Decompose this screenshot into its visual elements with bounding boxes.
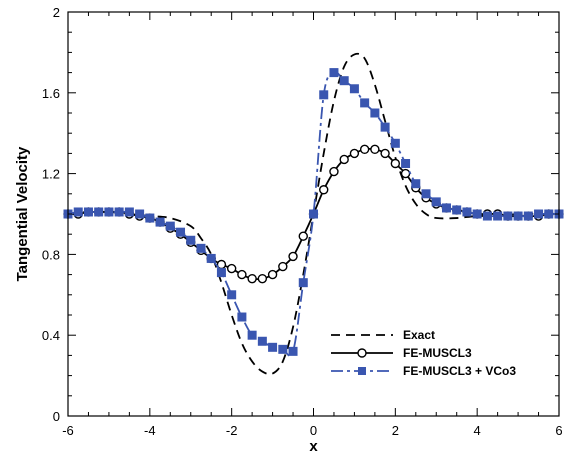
y-tick-label: 0.4 — [42, 328, 60, 343]
data-point-square — [165, 221, 175, 231]
data-point-square — [441, 203, 451, 213]
legend-marker — [357, 348, 367, 358]
data-point-circle — [298, 231, 308, 241]
series-2 — [63, 68, 564, 357]
data-point-circle — [226, 263, 237, 274]
x-tick-label: 6 — [555, 423, 562, 438]
data-point-circle — [257, 273, 268, 284]
data-point-square — [401, 159, 411, 168]
legend-item: FE-MUSCL3 — [331, 346, 472, 360]
data-point-square — [349, 84, 359, 94]
data-point-square — [247, 330, 257, 340]
data-point-square — [206, 253, 216, 263]
data-point-square — [257, 336, 267, 346]
y-tick-label: 0 — [53, 409, 60, 424]
data-point-square — [544, 209, 554, 219]
data-point-square — [196, 243, 206, 253]
data-point-circle — [339, 154, 349, 165]
data-point-square — [411, 179, 421, 189]
y-tick-label: 2 — [53, 5, 60, 20]
axes-layer: -6 -4 -2 0 2 4 6 0 0.4 0.8 1.2 1.6 2 — [42, 5, 563, 438]
data-point-circle — [288, 251, 298, 262]
data-point-square — [73, 207, 83, 217]
data-point-square — [360, 98, 370, 108]
legend-label: FE-MUSCL3 + VCo3 — [403, 364, 516, 378]
x-tick-label: -4 — [144, 423, 156, 438]
legend-label: FE-MUSCL3 — [403, 346, 472, 360]
data-point-square — [390, 138, 400, 148]
x-tick-label: 2 — [392, 423, 399, 438]
data-point-circle — [319, 185, 329, 195]
data-point-circle — [349, 148, 360, 159]
data-point-square — [534, 209, 544, 219]
legend-item: Exact — [331, 328, 435, 342]
data-point-square — [186, 235, 196, 245]
data-point-square — [94, 207, 104, 217]
data-point-square — [268, 342, 278, 352]
y-tick-label: 0.8 — [42, 247, 60, 262]
data-point-circle — [278, 261, 288, 272]
data-point-square — [114, 207, 124, 217]
legend-label: Exact — [403, 328, 435, 342]
data-point-circle — [359, 144, 370, 155]
data-point-square — [124, 207, 134, 217]
legend: Exact FE-MUSCL3 FE-MUSCL3 + VCo3 — [331, 328, 516, 378]
y-axis-title: Tangential Velocity — [14, 146, 31, 281]
data-point-circle — [267, 269, 278, 280]
data-point-square — [319, 90, 329, 100]
data-point-square — [216, 268, 226, 278]
data-point-square — [176, 227, 186, 237]
data-point-square — [288, 346, 298, 356]
x-axis-title: x — [309, 438, 318, 455]
data-point-square — [83, 207, 93, 217]
data-point-square — [237, 312, 247, 322]
data-point-square — [329, 68, 339, 78]
data-point-circle — [370, 144, 380, 155]
data-point-circle — [400, 168, 411, 179]
x-tick-label: 4 — [474, 423, 481, 438]
data-point-square — [309, 209, 318, 219]
data-point-square — [462, 207, 472, 217]
x-tick-label: 0 — [310, 423, 317, 438]
x-tick-label: -6 — [62, 423, 74, 438]
data-point-square — [523, 211, 533, 221]
y-tick-label: 1.2 — [42, 167, 60, 182]
data-point-square — [472, 209, 482, 219]
data-point-square — [452, 205, 462, 215]
data-point-square — [503, 211, 513, 221]
data-point-square — [298, 278, 308, 288]
data-point-square — [493, 211, 503, 221]
legend-item: FE-MUSCL3 + VCo3 — [331, 364, 516, 378]
data-point-circle — [380, 148, 390, 159]
data-point-square — [339, 76, 349, 86]
data-point-square — [145, 213, 155, 223]
data-point-square — [278, 344, 288, 354]
data-point-circle — [237, 269, 247, 280]
data-point-circle — [390, 158, 401, 169]
x-tick-label: -2 — [226, 423, 238, 438]
data-point-square — [482, 211, 492, 221]
data-point-circle — [329, 166, 339, 177]
data-point-square — [431, 197, 441, 207]
data-point-square — [380, 122, 390, 132]
y-tick-label: 1.6 — [42, 86, 60, 101]
data-point-square — [513, 211, 523, 221]
data-point-square — [421, 189, 431, 199]
data-point-square — [135, 209, 145, 219]
data-point-square — [104, 207, 114, 217]
data-point-square — [227, 290, 237, 300]
series-layer — [63, 52, 564, 376]
data-point-circle — [247, 273, 257, 284]
data-point-square — [370, 108, 380, 118]
legend-marker — [358, 367, 366, 375]
data-point-square — [155, 217, 165, 227]
